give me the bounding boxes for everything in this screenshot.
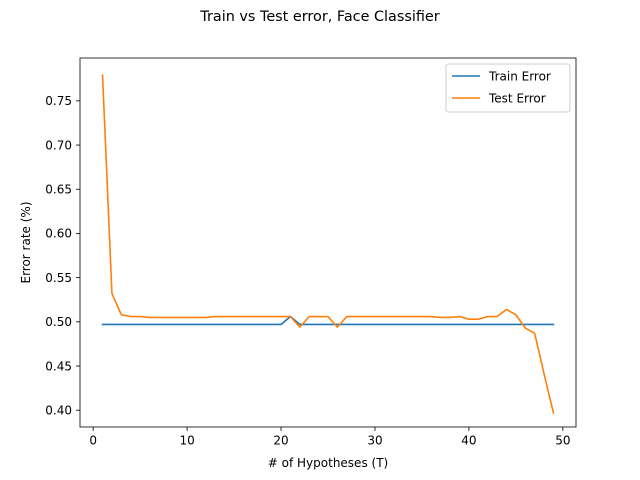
y-axis: 0.40 0.45 0.50 0.55 0.60 0.65 0.70 0.75 — [45, 94, 80, 418]
chart-title: Train vs Test error, Face Classifier — [199, 9, 439, 25]
plot-area-frame — [79, 57, 577, 428]
y-axis-label: Error rate (%) — [19, 201, 33, 283]
x-axis: 0 10 20 30 40 50 — [89, 427, 570, 448]
x-tick-label: 20 — [273, 434, 288, 448]
y-tick-label: 0.65 — [45, 183, 72, 197]
x-axis-label: # of Hypotheses (T) — [268, 456, 388, 470]
legend-label-train: Train Error — [488, 70, 551, 84]
x-tick-label: 0 — [89, 434, 97, 448]
y-tick-label: 0.55 — [45, 271, 72, 285]
x-tick-label: 30 — [367, 434, 382, 448]
legend-label-test: Test Error — [488, 92, 546, 106]
x-tick-label: 50 — [555, 434, 570, 448]
x-tick-label: 10 — [179, 434, 194, 448]
series-line-test-error — [101, 74, 555, 414]
y-tick-label: 0.45 — [45, 359, 72, 373]
series-layer — [101, 74, 555, 414]
y-tick-label: 0.60 — [45, 227, 72, 241]
series-line-train-error — [101, 315, 555, 326]
y-tick-label: 0.50 — [45, 315, 72, 329]
x-tick-label: 40 — [461, 434, 476, 448]
y-tick-label: 0.40 — [45, 404, 72, 418]
y-tick-label: 0.75 — [45, 94, 72, 108]
y-tick-label: 0.70 — [45, 138, 72, 152]
legend: Train Error Test Error — [445, 63, 571, 113]
